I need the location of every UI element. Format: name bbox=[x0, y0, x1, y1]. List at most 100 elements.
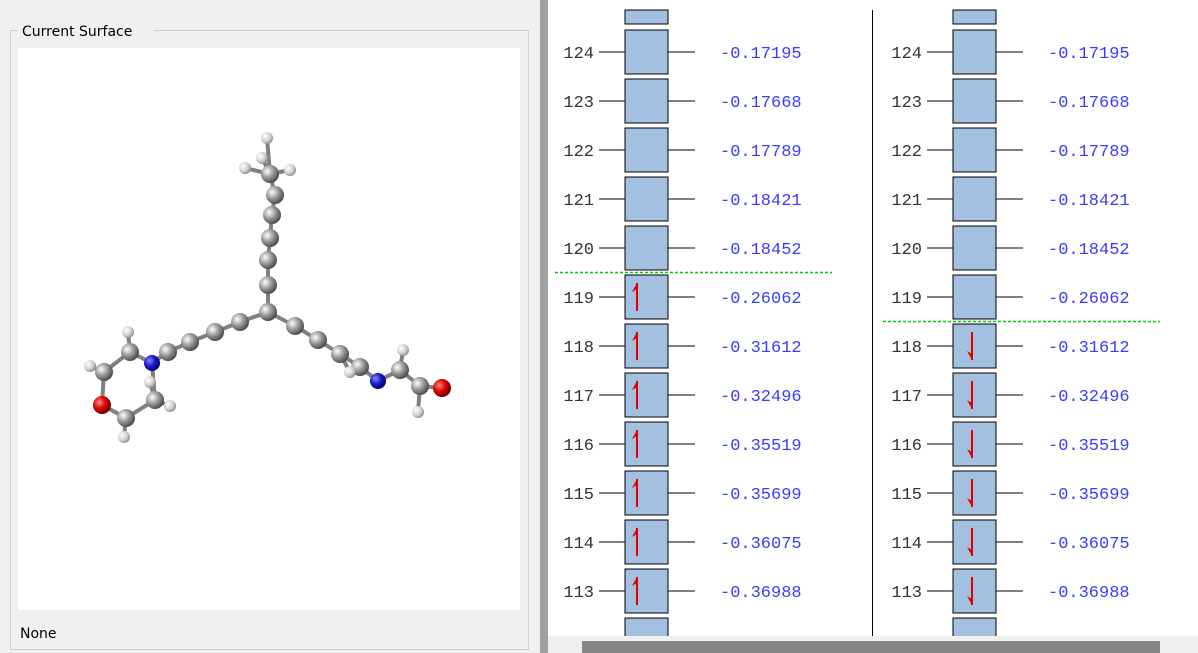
orbital-energy: -0.18421 bbox=[1048, 192, 1130, 211]
orbital-number: 122 bbox=[563, 143, 594, 162]
orbital-number: 117 bbox=[891, 388, 922, 407]
atom bbox=[239, 162, 251, 174]
atom bbox=[397, 344, 409, 356]
atom bbox=[84, 360, 96, 372]
window: Current Surface None 124-0.17195123-0.17… bbox=[0, 0, 1198, 653]
orbital-number: 123 bbox=[563, 94, 594, 113]
atom bbox=[344, 366, 356, 378]
orbital-energy: -0.35699 bbox=[720, 486, 802, 505]
orbital-box bbox=[625, 422, 668, 466]
atom bbox=[433, 379, 451, 397]
orbital-box bbox=[625, 471, 668, 515]
orbital-number: 118 bbox=[563, 339, 594, 358]
atom bbox=[370, 373, 386, 389]
orbital-number: 115 bbox=[563, 486, 594, 505]
orbital-number: 113 bbox=[563, 584, 594, 603]
atom bbox=[95, 363, 113, 381]
orbital-box bbox=[625, 275, 668, 319]
orbital-energy: -0.17789 bbox=[720, 143, 802, 162]
orbital-energy: -0.18452 bbox=[1048, 241, 1130, 260]
orbital-energy: -0.35519 bbox=[1048, 437, 1130, 456]
atom bbox=[286, 317, 304, 335]
atom bbox=[391, 361, 409, 379]
orbital-box bbox=[953, 128, 996, 172]
orbital-box bbox=[953, 373, 996, 417]
orbital-box bbox=[953, 324, 996, 368]
orbital-number: 123 bbox=[891, 94, 922, 113]
orbital-box bbox=[625, 226, 668, 270]
orbital-box bbox=[953, 79, 996, 123]
orbital-box bbox=[953, 569, 996, 613]
orbital-energy: -0.18421 bbox=[720, 192, 802, 211]
splitter[interactable] bbox=[540, 0, 548, 653]
orbital-number: 115 bbox=[891, 486, 922, 505]
orbital-box bbox=[953, 520, 996, 564]
orbital-energy: -0.26062 bbox=[720, 290, 802, 309]
atom bbox=[181, 333, 199, 351]
partial-level bbox=[953, 618, 996, 638]
orbital-number: 117 bbox=[563, 388, 594, 407]
atom bbox=[256, 152, 268, 164]
orbital-energy: -0.17195 bbox=[1048, 45, 1130, 64]
scrollbar-thumb[interactable] bbox=[582, 641, 1160, 653]
page: Current Surface None 124-0.17195123-0.17… bbox=[0, 0, 1198, 653]
atom bbox=[266, 186, 284, 204]
orbital-box bbox=[625, 569, 668, 613]
orbital-energy: -0.32496 bbox=[720, 388, 802, 407]
atom bbox=[93, 396, 111, 414]
orbital-number: 113 bbox=[891, 584, 922, 603]
orbital-energy: -0.36988 bbox=[1048, 584, 1130, 603]
orbital-energy: -0.36988 bbox=[720, 584, 802, 603]
orbital-energy: -0.31612 bbox=[1048, 339, 1130, 358]
orbital-box bbox=[625, 177, 668, 221]
atom bbox=[118, 431, 130, 443]
status-label: None bbox=[20, 626, 57, 642]
partial-level bbox=[625, 10, 668, 24]
orbital-number: 119 bbox=[563, 290, 594, 309]
orbital-energy: -0.32496 bbox=[1048, 388, 1130, 407]
orbital-number: 119 bbox=[891, 290, 922, 309]
orbital-number: 120 bbox=[891, 241, 922, 260]
atom bbox=[261, 229, 279, 247]
orbital-energy: -0.17668 bbox=[720, 94, 802, 113]
atom bbox=[144, 376, 156, 388]
orbital-number: 121 bbox=[563, 192, 594, 211]
orbital-energy: -0.36075 bbox=[720, 535, 802, 554]
atom bbox=[309, 331, 327, 349]
atom bbox=[144, 355, 160, 371]
atom bbox=[146, 391, 164, 409]
atom bbox=[284, 164, 296, 176]
atom bbox=[263, 206, 281, 224]
atom bbox=[411, 377, 429, 395]
atom bbox=[122, 326, 134, 338]
orbital-number: 120 bbox=[563, 241, 594, 260]
orbital-energy: -0.35699 bbox=[1048, 486, 1130, 505]
orbital-number: 121 bbox=[891, 192, 922, 211]
atom bbox=[261, 132, 273, 144]
orbital-box bbox=[625, 128, 668, 172]
atom bbox=[117, 409, 135, 427]
orbital-box bbox=[625, 30, 668, 74]
atom bbox=[121, 343, 139, 361]
orbital-number: 124 bbox=[563, 45, 594, 64]
atom bbox=[259, 276, 277, 294]
partial-level bbox=[625, 618, 668, 638]
molecule-view[interactable] bbox=[18, 48, 520, 610]
orbital-energy: -0.17195 bbox=[720, 45, 802, 64]
orbital-box bbox=[953, 422, 996, 466]
partial-level bbox=[953, 10, 996, 24]
orbital-energy: -0.26062 bbox=[1048, 290, 1130, 309]
atom bbox=[331, 345, 349, 363]
orbital-box bbox=[953, 275, 996, 319]
orbital-number: 116 bbox=[891, 437, 922, 456]
atom bbox=[259, 251, 277, 269]
atom bbox=[206, 323, 224, 341]
orbital-box bbox=[953, 177, 996, 221]
orbital-box bbox=[953, 30, 996, 74]
orbital-box bbox=[625, 373, 668, 417]
orbital-box bbox=[625, 520, 668, 564]
atom bbox=[259, 303, 277, 321]
orbital-energy: -0.36075 bbox=[1048, 535, 1130, 554]
orbital-energy: -0.17668 bbox=[1048, 94, 1130, 113]
orbital-box bbox=[625, 324, 668, 368]
